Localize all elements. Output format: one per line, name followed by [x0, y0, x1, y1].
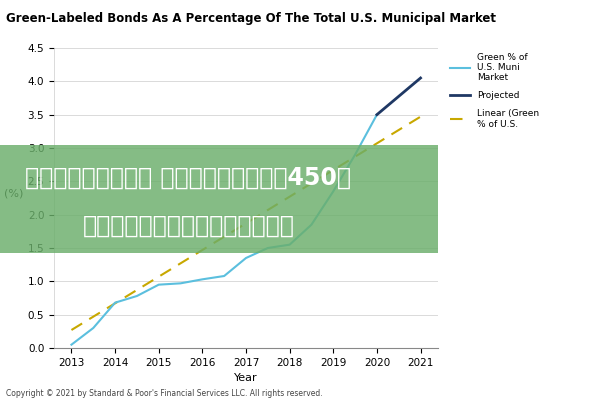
Legend: Green % of
U.S. Muni
Market, Projected, Linear (Green
% of U.S.: Green % of U.S. Muni Market, Projected, … — [450, 52, 539, 129]
Text: Copyright © 2021 by Standard & Poor's Financial Services LLC. All rights reserve: Copyright © 2021 by Standard & Poor's Fi… — [6, 389, 323, 398]
Text: 如何看股票主力资金 住建部：年底预计有450万: 如何看股票主力资金 住建部：年底预计有450万 — [25, 165, 352, 189]
Text: Green-Labeled Bonds As A Percentage Of The Total U.S. Municipal Market: Green-Labeled Bonds As A Percentage Of T… — [6, 12, 496, 25]
Text: 青年人、新市民可入住保障性住房: 青年人、新市民可入住保障性住房 — [82, 214, 294, 238]
X-axis label: Year: Year — [234, 373, 258, 383]
Y-axis label: (%): (%) — [4, 188, 23, 198]
